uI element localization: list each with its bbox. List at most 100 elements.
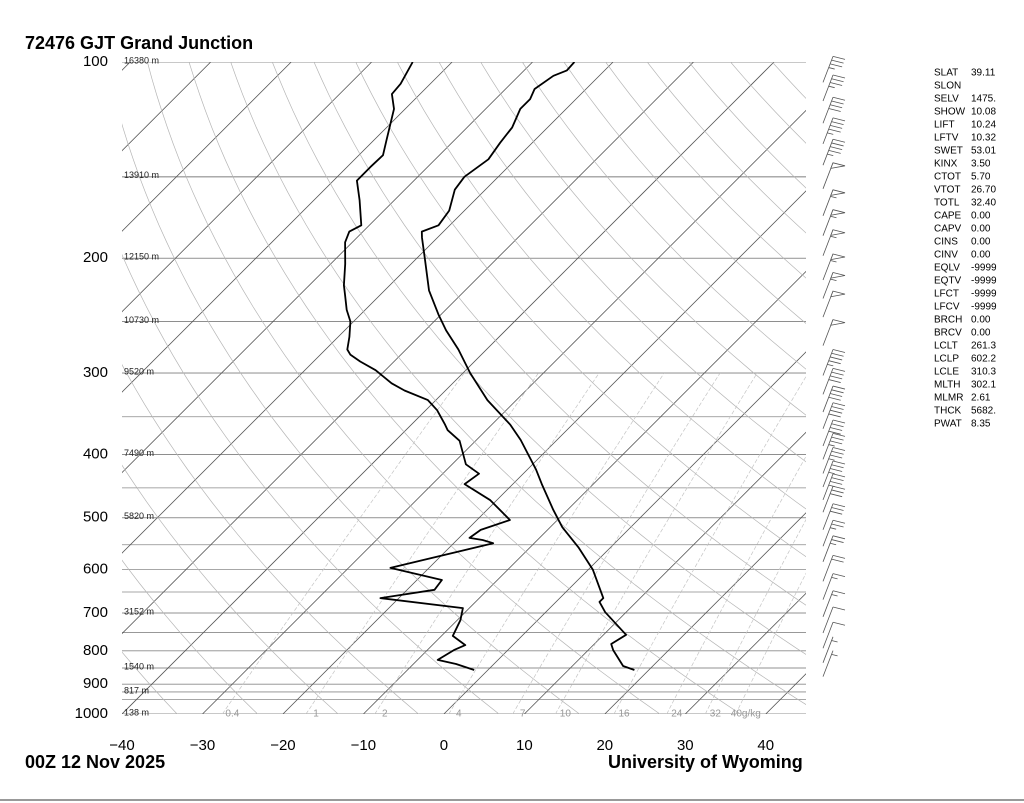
wind-barb: [822, 650, 838, 677]
barb-full: [828, 128, 841, 133]
x-tick-label: 0: [440, 737, 448, 754]
dry-adiabat: [122, 123, 580, 714]
barb-staff: [822, 503, 834, 530]
barb-half: [828, 458, 835, 461]
dry-adiabat: [122, 464, 339, 714]
barb-full: [831, 371, 844, 376]
index-value: 3.50: [971, 159, 991, 170]
y-tick-label: 300: [83, 364, 108, 381]
x-tick-label: −30: [190, 737, 215, 754]
index-name: CTOT: [934, 172, 961, 183]
barb-full: [832, 74, 846, 79]
barb-half: [830, 235, 837, 239]
isotherm: [122, 62, 614, 554]
mixing-ratio-label: 24: [671, 709, 683, 720]
index-name: LFCV: [934, 302, 960, 313]
plot-area: [122, 62, 806, 714]
barb-staff: [822, 56, 834, 83]
barb-full: [832, 138, 846, 143]
barb-full: [832, 385, 846, 390]
barb-pennant: [830, 272, 846, 279]
barb-full: [832, 419, 846, 424]
barb-full: [830, 104, 843, 109]
mixing-ratio-label: 0.4: [225, 709, 239, 720]
index-name: LFTV: [934, 133, 959, 144]
barb-staff: [822, 117, 834, 145]
barb-full: [830, 409, 843, 414]
barb-full: [831, 558, 844, 563]
barb-full: [830, 480, 843, 485]
barb-half: [830, 260, 837, 263]
barb-full: [831, 423, 844, 428]
credit-label: University of Wyoming: [608, 752, 803, 772]
index-value: 5682.: [971, 406, 996, 417]
barb-full: [831, 100, 844, 105]
barb-half: [831, 640, 838, 643]
barb-staff: [822, 535, 834, 562]
barb-full: [831, 489, 844, 494]
index-name: BRCV: [934, 328, 962, 339]
index-value: 39.11: [971, 68, 996, 79]
barb-staff: [822, 555, 834, 582]
barb-full: [830, 356, 843, 361]
barb-full: [830, 454, 843, 459]
barb-half: [828, 67, 835, 70]
index-name: CINS: [934, 237, 958, 248]
chart-title: 72476 GJT Grand Junction: [25, 33, 253, 53]
wind-barb: [822, 554, 846, 582]
wind-barb: [822, 606, 846, 634]
index-value: 0.00: [971, 237, 991, 248]
barb-half: [830, 542, 837, 546]
barb-full: [831, 450, 844, 455]
y-tick-label: 500: [83, 509, 108, 526]
barb-staff: [822, 74, 834, 102]
dry-adiabat: [396, 62, 806, 510]
barb-full: [832, 573, 846, 578]
index-name: LCLE: [934, 367, 959, 378]
index-name: SLON: [934, 81, 961, 92]
x-tick-label: 20: [596, 737, 613, 754]
height-label: 138 m: [124, 707, 149, 717]
barb-full: [831, 389, 844, 394]
isotherm: [122, 62, 292, 232]
dry-adiabat: [605, 62, 806, 279]
sounding-line: [420, 62, 635, 671]
index-name: LCLP: [934, 354, 959, 365]
barb-full: [830, 375, 843, 380]
barb-half: [830, 278, 837, 281]
index-value: 310.3: [971, 367, 996, 378]
index-name: CINV: [934, 250, 958, 261]
mixing-ratio-line: [374, 372, 600, 714]
date-label: 00Z 12 Nov 2025: [25, 752, 165, 772]
barb-full: [832, 460, 846, 465]
barb-pennant: [830, 290, 846, 298]
mixing-ratio-line: [735, 572, 806, 714]
isotherm: [524, 431, 806, 714]
wind-barb: [822, 138, 846, 166]
wind-barb: [822, 367, 846, 395]
x-tick-label: −40: [109, 737, 134, 754]
y-tick-label: 900: [83, 675, 108, 692]
index-name: SWET: [934, 146, 963, 157]
barb-full: [831, 59, 844, 64]
wind-barb: [822, 432, 846, 460]
barb-full: [831, 352, 844, 357]
wind-barb: [822, 290, 846, 318]
mixing-ratio-line: [305, 372, 539, 714]
mixing-ratio-line: [448, 372, 665, 714]
mixing-ratio-line: [666, 455, 806, 714]
barb-full: [830, 440, 843, 445]
index-name: MLTH: [934, 380, 960, 391]
mixing-ratio-line: [704, 518, 806, 714]
index-name: EQTV: [934, 276, 962, 287]
barb-full: [832, 349, 846, 353]
barb-half: [830, 215, 837, 219]
barb-full: [832, 55, 846, 60]
y-tick-label: 1000: [75, 705, 108, 722]
barb-staff: [822, 433, 834, 460]
index-value: 602.2: [971, 354, 996, 365]
barb-staff: [822, 139, 834, 166]
index-name: LFCT: [934, 289, 959, 300]
barb-pennant: [830, 229, 846, 236]
barb-half: [831, 594, 838, 597]
